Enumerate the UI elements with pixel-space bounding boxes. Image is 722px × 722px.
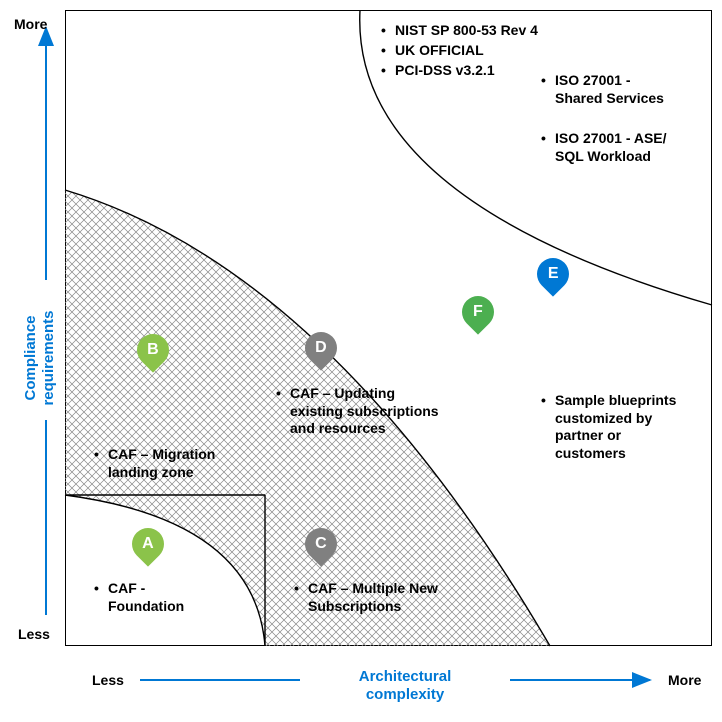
item-caf-updating: CAF – Updating existing subscriptions an… xyxy=(290,385,439,438)
x-axis-title: Architectural complexity xyxy=(330,668,480,704)
item-caf-multiple: CAF – Multiple New Subscriptions xyxy=(308,580,438,615)
x-more-label: More xyxy=(668,672,701,688)
item-iso-ase: ISO 27001 - ASE/ SQL Workload xyxy=(555,130,667,165)
y-more-label: More xyxy=(14,16,47,32)
item-nist: NIST SP 800-53 Rev 4 xyxy=(395,22,538,40)
y-axis-title: Compliance requirements xyxy=(22,298,58,418)
item-pci: PCI-DSS v3.2.1 xyxy=(395,62,495,80)
item-caf-foundation: CAF - Foundation xyxy=(108,580,184,615)
item-caf-migration: CAF – Migration landing zone xyxy=(108,446,215,481)
y-less-label: Less xyxy=(18,626,50,642)
item-iso-shared: ISO 27001 - Shared Services xyxy=(555,72,664,107)
item-uk: UK OFFICIAL xyxy=(395,42,484,60)
x-less-label: Less xyxy=(92,672,124,688)
item-sample: Sample blueprints customized by partner … xyxy=(555,392,676,462)
